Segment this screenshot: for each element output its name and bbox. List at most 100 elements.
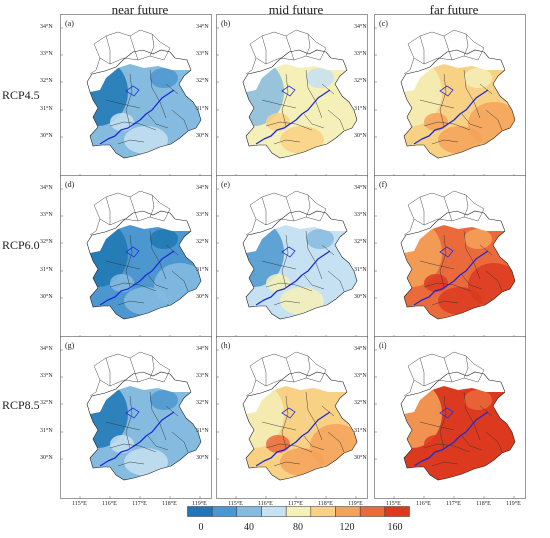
map-svg: (e) [216, 175, 368, 338]
latitude-tick-label: 32°N [196, 239, 209, 245]
longitude-tick-label: 115°E [72, 501, 87, 507]
county-boundary [403, 379, 415, 397]
colorbar-segment [236, 506, 262, 517]
county-boundary [303, 274, 325, 290]
panel-label: (a) [65, 19, 74, 28]
latitude-tick-label: 31°N [354, 106, 367, 112]
anomaly-patch [438, 448, 482, 476]
map-svg: (a) [60, 14, 212, 177]
colorbar-segment [335, 506, 361, 517]
colorbar-tick-label: 40 [244, 522, 254, 533]
anomaly-patch [266, 435, 290, 453]
county-boundary [281, 234, 289, 288]
anomaly-patch [110, 113, 134, 131]
county-boundary [149, 391, 167, 441]
anomaly-patch [124, 126, 168, 154]
latitude-tick-label: 34°N [40, 346, 53, 352]
county-boundary [125, 73, 133, 127]
panel-label: (g) [65, 341, 75, 350]
county-boundary [89, 379, 101, 397]
column-title-mid: mid future [268, 2, 324, 17]
county-boundary [171, 109, 189, 131]
county-boundary [439, 73, 447, 127]
county-boundary [147, 435, 169, 451]
county-boundary [463, 194, 469, 218]
anomaly-patch [280, 287, 324, 315]
anomaly-patch [424, 113, 448, 131]
latitude-tick-label: 30°N [40, 455, 53, 461]
latitude-tick-label: 31°N [40, 267, 53, 273]
latitude-tick-label: 33°N [354, 51, 367, 57]
anomaly-patch [150, 68, 178, 88]
county-boundary [305, 230, 323, 280]
longitude-tick-label: 117°E [132, 501, 147, 507]
county-boundary [479, 83, 493, 95]
anomaly-patch [401, 219, 442, 287]
river [413, 250, 489, 306]
latitude-tick-label: 34°N [40, 185, 53, 191]
latitude-tick-label: 31°N [196, 267, 209, 273]
latitude-tick-label: 32°N [354, 239, 367, 245]
county-boundary [105, 357, 111, 386]
county-boundary [109, 443, 157, 453]
longitude-tick-label: 116°E [258, 501, 273, 507]
county-boundary [93, 29, 171, 65]
latitude-tick-label: 34°N [196, 185, 209, 191]
county-boundary [423, 443, 471, 453]
river [255, 250, 331, 306]
latitude-tick-label: 31°N [196, 106, 209, 112]
county-boundary [423, 121, 471, 131]
longitude-tick-label: 116°E [102, 501, 117, 507]
county-boundary [285, 357, 295, 383]
river [99, 411, 175, 467]
colorbar-tick-label: 80 [293, 522, 303, 533]
province-boundary [86, 371, 202, 481]
lake [125, 407, 140, 419]
anomaly-patch [306, 390, 334, 410]
county-boundary [105, 421, 141, 431]
latitude-tick-label: 31°N [40, 428, 53, 434]
county-boundary [125, 234, 133, 288]
map-svg: (g) [60, 336, 212, 499]
colorbar-segment [261, 506, 287, 517]
latitude-tick-label: 30°N [40, 133, 53, 139]
map-svg: (h) [216, 336, 368, 499]
latitude-tick-label: 33°N [354, 373, 367, 379]
county-boundary [273, 461, 301, 467]
latitude-tick-label: 30°N [40, 294, 53, 300]
county-boundary [321, 244, 335, 256]
county-boundary [303, 435, 325, 451]
province-boundary [86, 49, 202, 159]
county-boundary [117, 300, 145, 306]
county-boundary [463, 69, 481, 119]
lake [439, 407, 454, 419]
latitude-tick-label: 34°N [354, 24, 367, 30]
county-boundary [403, 218, 415, 236]
latitude-tick-label: 31°N [196, 428, 209, 434]
county-boundary [321, 83, 335, 95]
county-boundary [485, 270, 503, 292]
county-boundary [273, 300, 301, 306]
lake [125, 85, 140, 97]
county-boundary [407, 351, 485, 387]
latitude-tick-label: 31°N [354, 267, 367, 273]
county-boundary [285, 35, 295, 61]
panel-label: (h) [221, 341, 231, 350]
county-boundary [305, 33, 311, 57]
panel-label: (d) [65, 180, 75, 189]
river [255, 411, 331, 467]
county-boundary [463, 33, 469, 57]
longitude-tick-label: 118°E [476, 501, 491, 507]
county-boundary [321, 405, 335, 417]
latitude-tick-label: 30°N [196, 133, 209, 139]
latitude-tick-label: 30°N [354, 455, 367, 461]
county-boundary [249, 351, 327, 387]
county-boundary [249, 190, 327, 226]
river [99, 89, 175, 145]
column-title-far: far future [429, 2, 479, 17]
province-boundary [86, 210, 202, 320]
lake [281, 407, 296, 419]
county-boundary [149, 33, 155, 57]
anomaly-patch [87, 219, 128, 287]
panel-label: (e) [221, 180, 230, 189]
